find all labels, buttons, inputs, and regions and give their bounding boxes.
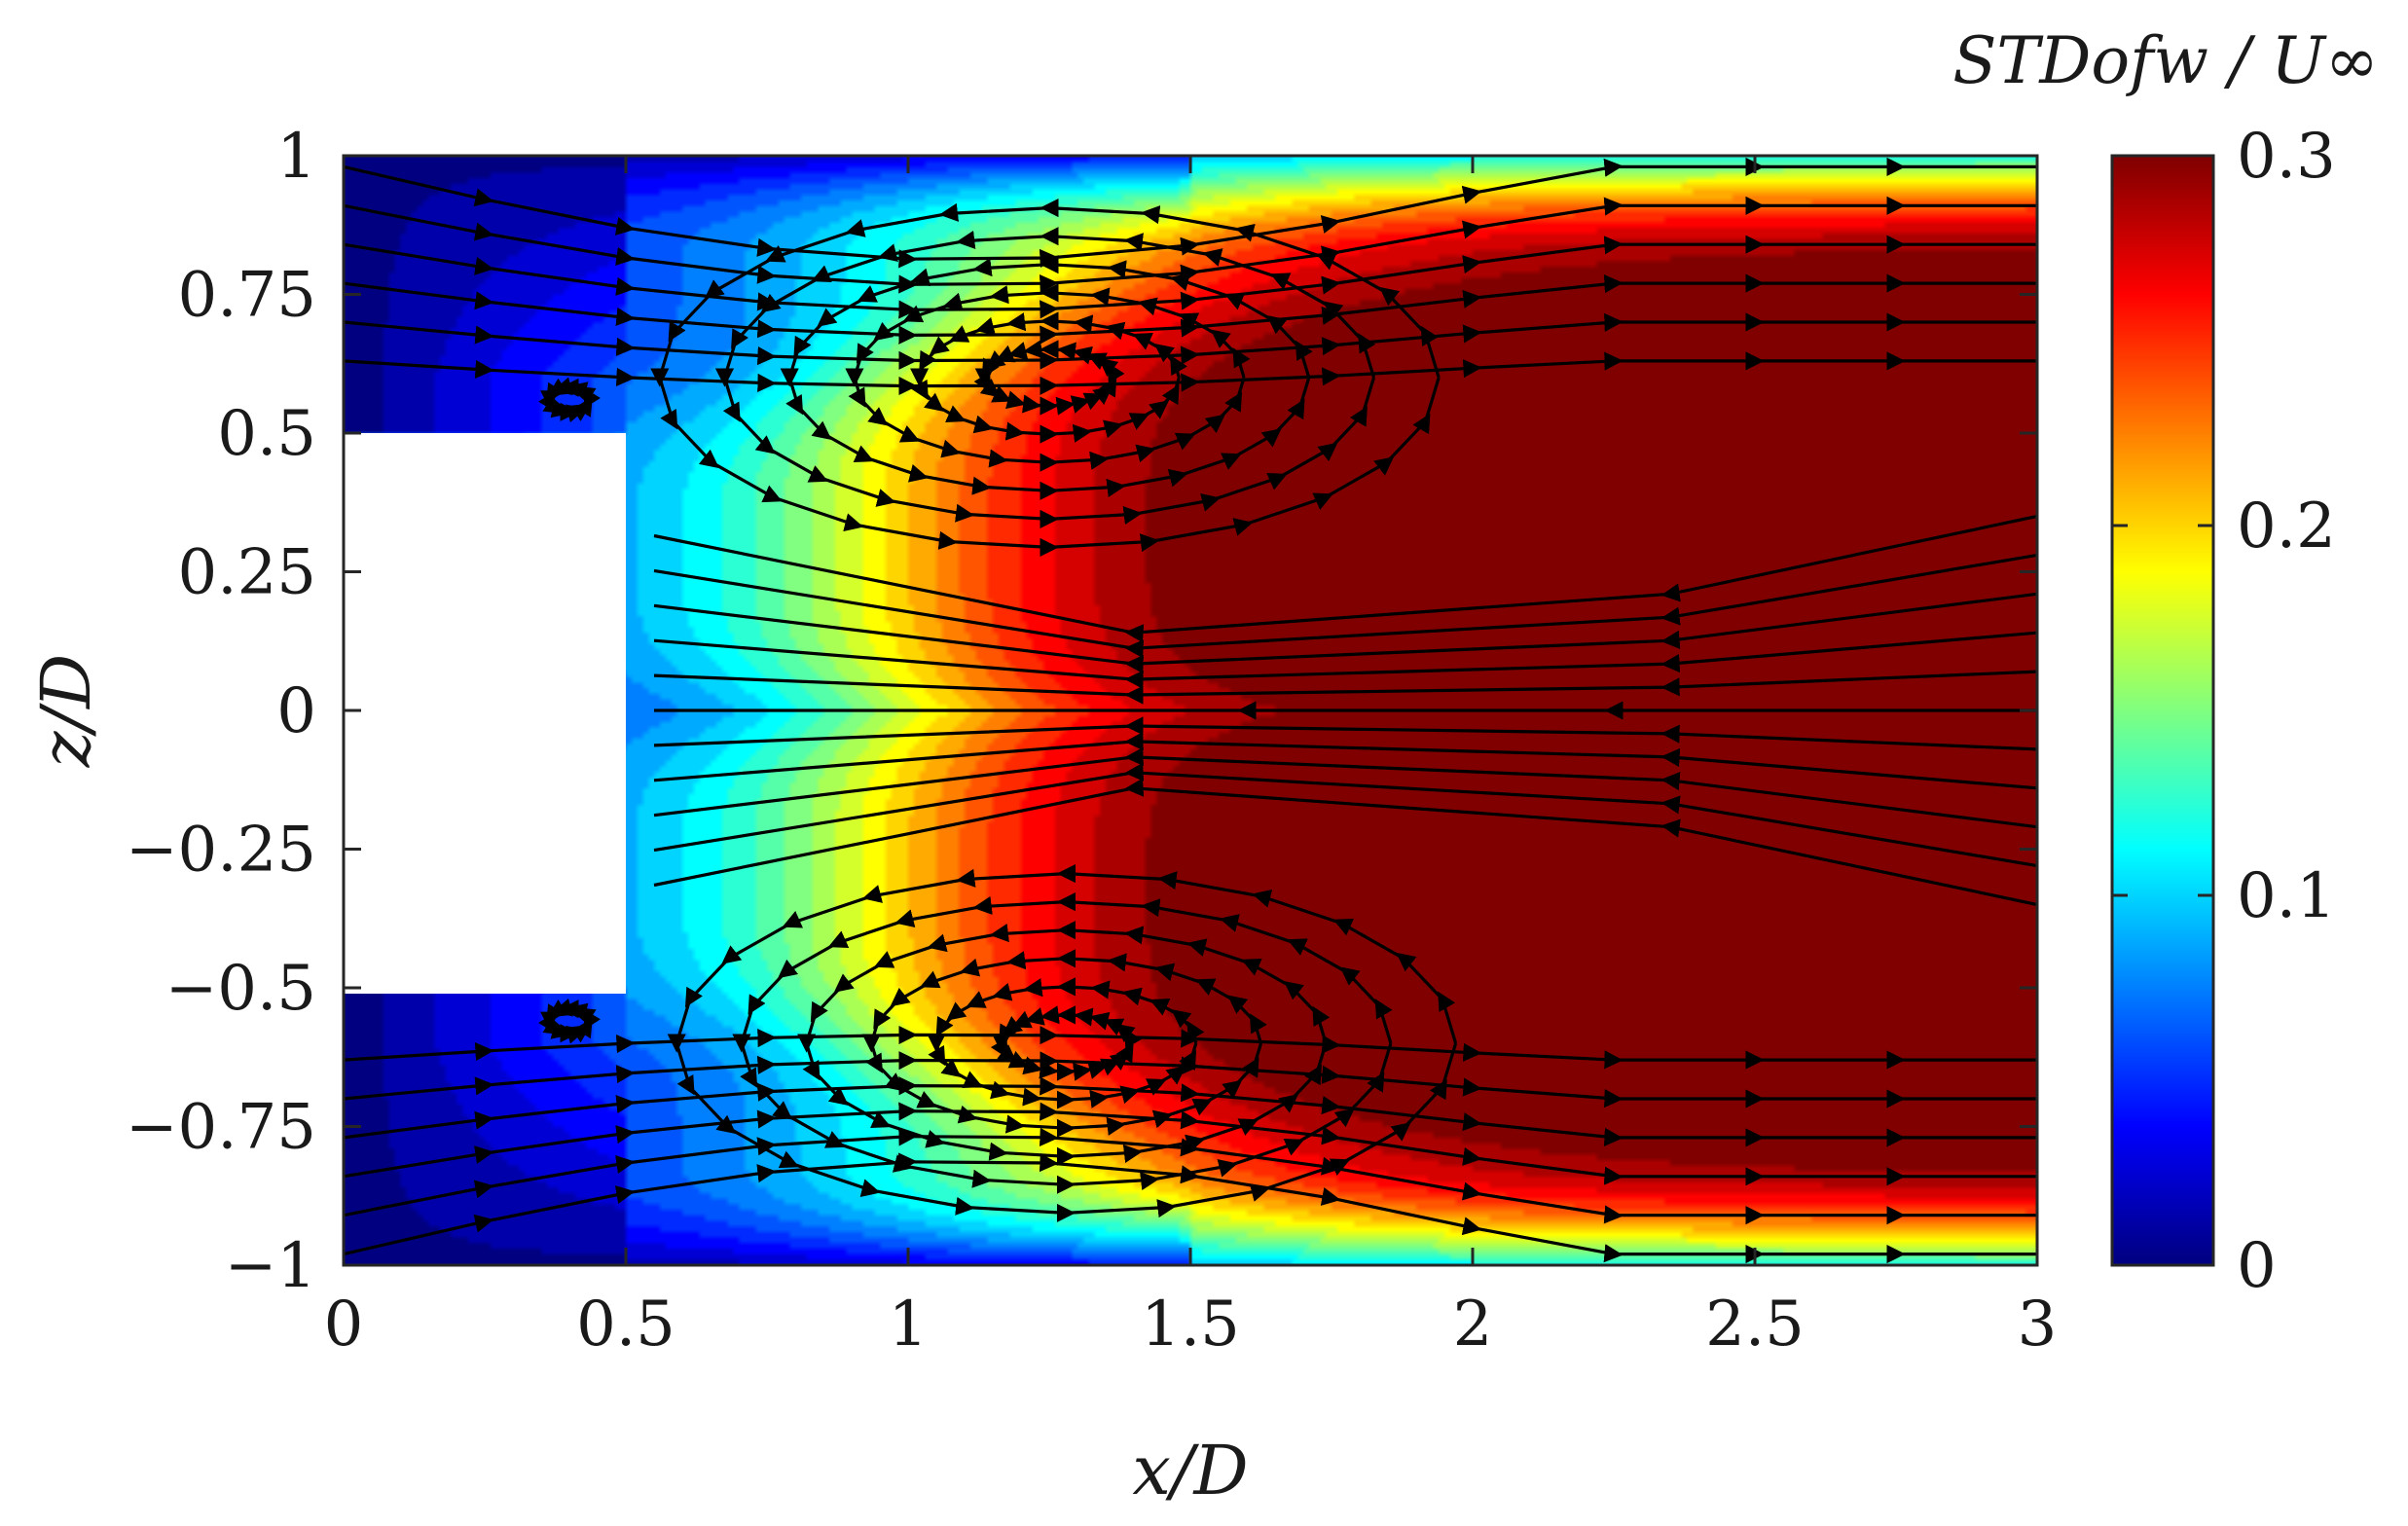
y-tick-label: −0.75 [126,1092,316,1164]
colorbar-title: STDofw / U∞ [1952,23,2379,98]
colorbar-tick-label: 0.1 [2237,860,2336,932]
colorbar-tick-label: 0 [2237,1230,2277,1302]
colorbar-ticks: 0.3 0.2 0.1 0 [2112,121,2336,1302]
recirculation-streamline [653,716,2037,751]
colorbar-tick-label: 0.2 [2237,490,2336,563]
y-tick-label: 0 [276,675,316,747]
y-tick-label: −0.5 [165,953,316,1025]
colorbar-gradient [2110,154,2215,1267]
y-tick-label: −0.25 [126,815,316,887]
y-tick-label: 0.25 [178,537,317,609]
bluff-body-mask [344,433,626,994]
x-tick-label: 2 [1453,1289,1493,1361]
x-tick-label: 0 [324,1289,364,1361]
x-tick-label: 1 [889,1289,929,1361]
x-tick-label: 1.5 [1141,1289,1240,1361]
colorbar-tick-label: 0.3 [2237,121,2336,193]
y-axis: 1 0.75 0.5 0.25 0 −0.25 −0.5 −0.75 −1 [126,121,2037,1302]
y-axis-label: z/D [26,654,106,769]
corner-vortex-loop [537,998,602,1044]
y-tick-label: 1 [276,121,316,193]
recirculation-streamline [653,778,2037,907]
vortex-bottom-loop [667,864,1458,1223]
x-tick-label: 0.5 [576,1289,675,1361]
x-axis: 0 0.5 1 1.5 2 2.5 3 [324,156,2058,1361]
vortex-top-loop [650,199,1441,557]
colorbar: 0.3 0.2 0.1 0 STDofw / U∞ [1952,23,2379,1302]
y-tick-label: 0.75 [178,260,317,332]
recirculation-streamline [653,670,2037,705]
x-axis-label: x/D [1132,1431,1248,1510]
y-tick-label: 0.5 [217,398,316,470]
corner-vortex-loop [537,377,602,423]
streamlines [344,157,2037,1264]
x-tick-label: 2.5 [1705,1289,1805,1361]
x-tick-label: 3 [2018,1289,2058,1361]
recirculation-streamline [653,514,2037,643]
y-tick-label: −1 [225,1230,316,1302]
